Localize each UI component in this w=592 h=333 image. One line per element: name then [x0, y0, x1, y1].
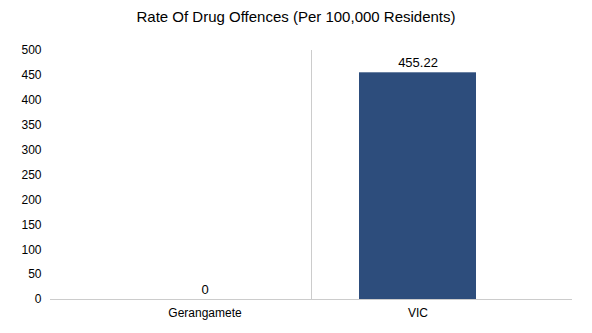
- svg-text:200: 200: [21, 193, 41, 207]
- svg-text:Gerangamete: Gerangamete: [168, 306, 242, 320]
- svg-text:250: 250: [21, 168, 41, 182]
- svg-text:500: 500: [21, 43, 41, 57]
- svg-text:VIC: VIC: [408, 306, 428, 320]
- svg-text:0: 0: [35, 292, 42, 306]
- html-text:Rate Of Drug Offences (Per 100: Rate Of Drug Offences (Per 100,000 Resid…: [136, 8, 456, 25]
- svg-text:0: 0: [201, 282, 208, 297]
- svg-text:300: 300: [21, 143, 41, 157]
- svg-text:100: 100: [21, 243, 41, 257]
- svg-text:350: 350: [21, 118, 41, 132]
- svg-text:455.22: 455.22: [398, 55, 438, 70]
- svg-text:50: 50: [28, 267, 42, 281]
- svg-text:450: 450: [21, 68, 41, 82]
- svg-text:150: 150: [21, 218, 41, 232]
- svg-text:400: 400: [21, 93, 41, 107]
